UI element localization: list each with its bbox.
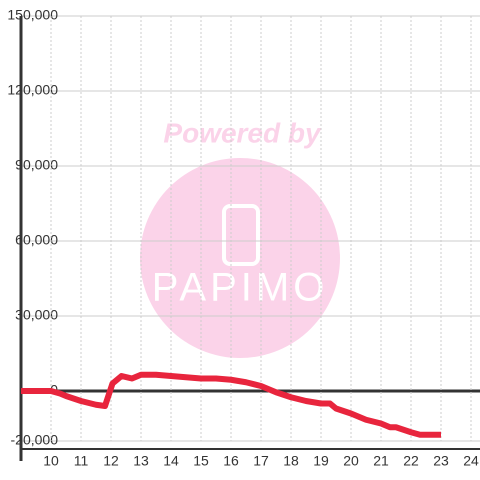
x-tick-label: 10 — [43, 453, 59, 469]
y-tick-label: 30,000 — [15, 307, 58, 323]
x-tick-label: 19 — [313, 453, 329, 469]
y-tick-label: 90,000 — [15, 157, 58, 173]
line — [21, 371, 441, 438]
x-tick-label: 20 — [343, 453, 359, 469]
x-tick-label: 14 — [163, 453, 179, 469]
y-tick-label: 60,000 — [15, 232, 58, 248]
x-tick-label: 22 — [403, 453, 419, 469]
watermark-phone — [222, 204, 260, 266]
x-tick-label: 12 — [103, 453, 119, 469]
x-tick-label: 16 — [223, 453, 239, 469]
x-tick-label: 11 — [74, 453, 89, 469]
watermark-circle — [140, 158, 340, 358]
y-tick-label: -20,000 — [11, 432, 59, 448]
x-tick-label: 24 — [463, 453, 479, 469]
x-tick-label: 23 — [433, 453, 449, 469]
watermark-logo: PAPIMO — [152, 266, 329, 310]
x-tick-label: 15 — [193, 453, 209, 469]
x-tick-label: 18 — [283, 453, 299, 469]
watermark-text: Powered by — [163, 117, 322, 148]
x-tick-label: 21 — [373, 453, 389, 469]
x-tick-label: 13 — [133, 453, 149, 469]
x-tick-label: 17 — [253, 453, 269, 469]
